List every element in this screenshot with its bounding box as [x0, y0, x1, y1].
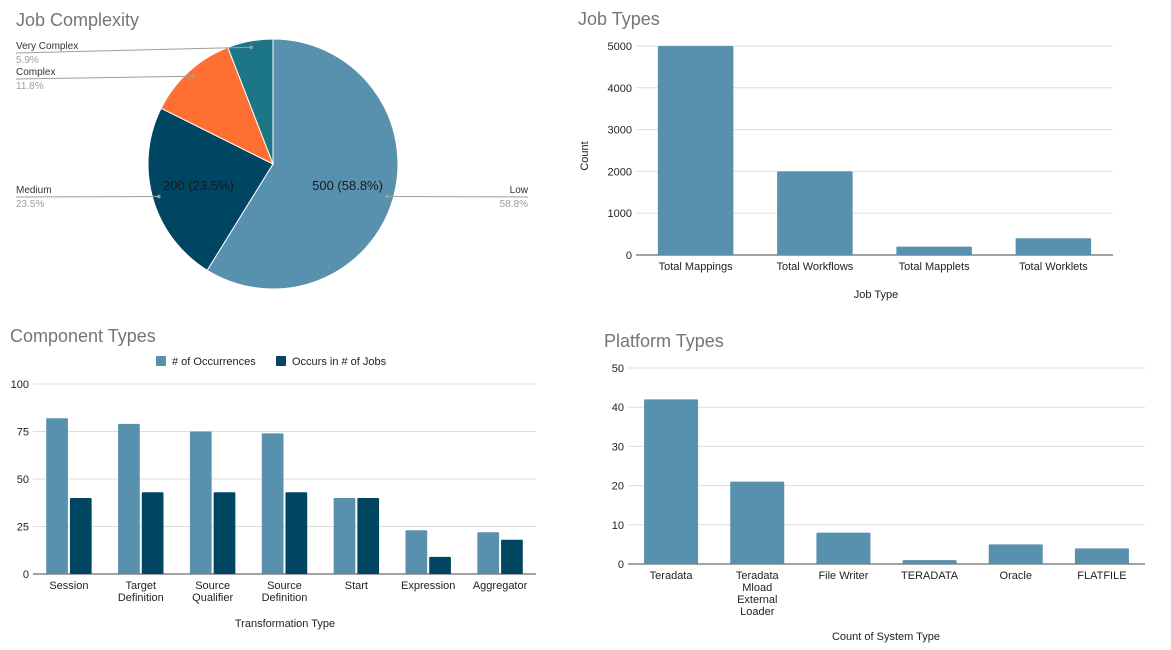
leader-line [15, 195, 159, 198]
pie-percent: 58.8% [500, 199, 528, 210]
legend-label-jobs: Occurs in # of Jobs [292, 356, 387, 368]
pie-data-label: 200 (23.5%) [163, 178, 234, 193]
y-tick-label: 75 [17, 427, 29, 439]
leader-dot [156, 194, 161, 199]
bar-file-writer [816, 532, 871, 564]
bar-teradata-mload-external-loader [730, 481, 785, 564]
chart-title: Job Types [578, 9, 660, 29]
bar-total-workflows [777, 171, 853, 255]
x-tick-label: Oracle [1000, 570, 1032, 582]
x-tick-label: Expression [401, 580, 455, 592]
x-axis-title: Count of System Type [832, 631, 940, 643]
y-tick-label: 4000 [608, 83, 632, 95]
bar-total-mappings [657, 46, 734, 255]
leader-dot [191, 74, 195, 79]
x-axis-title: Transformation Type [235, 618, 335, 630]
x-tick-label: Session [49, 580, 88, 592]
y-tick-label: 50 [17, 474, 29, 486]
job-complexity-chart: Job Complexity 500 (58.8%) Low 58.8% 200 (2… [15, 10, 529, 290]
pie-percent: 5.9% [16, 55, 39, 66]
x-tick-label: File Writer [818, 570, 868, 582]
x-tick-label: TERADATA [901, 570, 959, 582]
leader-line [15, 75, 194, 80]
pie-label-complex: Complex [16, 67, 55, 78]
y-tick-label: 1000 [608, 208, 632, 220]
bar-source-qualifier-of-occurrences [189, 431, 212, 574]
x-tick-label: Total Mappings [659, 261, 733, 273]
y-tick-label: 0 [23, 569, 29, 581]
y-tick-label: 10 [612, 520, 624, 532]
y-tick-label: 0 [618, 559, 624, 571]
bar-aggregator-of-occurrences [477, 532, 500, 574]
x-tick-label: Target Definition [118, 580, 164, 604]
bar-start-occurs-in-of-jobs [357, 498, 380, 574]
legend-swatch-jobs [276, 356, 286, 366]
y-tick-label: 50 [612, 363, 624, 375]
pie-percent: 23.5% [16, 199, 44, 210]
bar-expression-of-occurrences [405, 530, 428, 574]
bar-source-definition-of-occurrences [261, 433, 284, 574]
chart-title: Job Complexity [16, 10, 139, 30]
bar-total-worklets [1015, 238, 1092, 255]
job-types-chart: Job Types 0 1000 2000 3000 4000 5000 Total Ma… [578, 9, 1113, 301]
bar-source-qualifier-occurs-in-of-jobs [213, 492, 236, 574]
bar-flatfile [1074, 548, 1129, 564]
legend-label-occurrences: # of Occurrences [172, 356, 256, 368]
pie-label-very-complex: Very Complex [16, 41, 78, 52]
chart-title: Platform Types [604, 331, 724, 351]
chart-title: Component Types [10, 326, 156, 346]
bar-source-definition-occurs-in-of-jobs [285, 492, 308, 574]
x-tick-label: Source Definition [262, 580, 308, 604]
bar-start-of-occurrences [333, 498, 356, 574]
y-tick-label: 5000 [608, 41, 632, 53]
x-tick-label: FLATFILE [1077, 570, 1126, 582]
pie-data-label: 500 (58.8%) [312, 178, 383, 193]
legend: # of Occurrences Occurs in # of Jobs [156, 356, 387, 368]
leader-dot [385, 194, 390, 199]
bar-teradata [644, 399, 699, 564]
x-tick-label: Aggregator [473, 580, 528, 592]
legend-swatch-occurrences [156, 356, 166, 366]
leader-line [387, 195, 529, 198]
y-tick-label: 2000 [608, 166, 632, 178]
x-tick-label: Total Mapplets [899, 261, 970, 273]
pie-slice-low [206, 38, 399, 290]
x-tick-label: Total Workflows [776, 261, 853, 273]
y-tick-label: 0 [626, 250, 632, 262]
bar-aggregator-occurs-in-of-jobs [501, 539, 523, 574]
bar-total-mapplets [896, 246, 972, 255]
x-tick-label: Total Worklets [1019, 261, 1088, 273]
y-tick-label: 3000 [608, 125, 632, 137]
bar-session-occurs-in-of-jobs [69, 498, 92, 574]
y-tick-label: 30 [612, 441, 624, 453]
platform-types-chart: Platform Types 0 10 20 30 40 50 Teradata Terad… [604, 331, 1145, 643]
x-tick-label: Teradata Mload External Loader [736, 570, 780, 618]
x-tick-label: Teradata [650, 570, 694, 582]
pie-label-medium: Medium [16, 185, 52, 196]
leader-line [15, 46, 252, 54]
y-tick-label: 25 [17, 522, 29, 534]
bar-target-definition-occurs-in-of-jobs [141, 492, 164, 574]
y-tick-label: 20 [612, 481, 624, 493]
bar-oracle [988, 544, 1043, 564]
bar-teradata [902, 560, 957, 564]
bar-expression-occurs-in-of-jobs [429, 556, 451, 574]
leader-dot [249, 45, 253, 50]
y-tick-label: 40 [612, 402, 624, 414]
bar-session-of-occurrences [46, 418, 68, 574]
pie-percent: 11.8% [16, 81, 44, 92]
component-types-chart: Component Types # of Occurrences Occurs … [10, 326, 536, 630]
x-tick-label: Start [345, 580, 368, 592]
bar-target-definition-of-occurrences [118, 423, 140, 574]
y-tick-label: 100 [11, 379, 29, 391]
x-axis-title: Job Type [854, 289, 898, 301]
pie-label-low: Low [510, 185, 529, 196]
y-axis-title: Count [579, 141, 591, 170]
x-tick-label: Source Qualifier [192, 580, 233, 604]
